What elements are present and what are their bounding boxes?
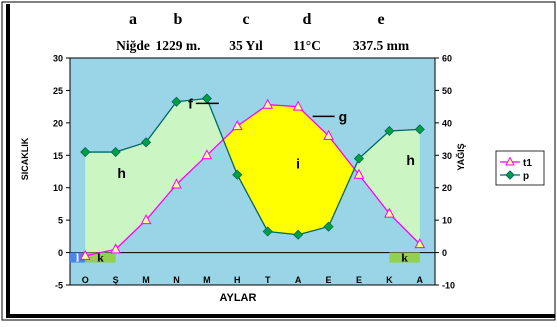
region-label: i — [296, 155, 300, 171]
axes: -5 0 5 10 15 20 25 30 -10 0 10 20 30 40 50 60 O Ş M N M H T A E E… — [53, 54, 455, 291]
x-tick-label: M — [142, 275, 150, 285]
point-p — [80, 146, 91, 158]
y-tick-label-left: 10 — [53, 183, 63, 193]
legend: t1 p — [495, 150, 545, 186]
y-tick-label-left: 15 — [53, 151, 63, 161]
point-p — [353, 153, 365, 164]
point-t1 — [79, 249, 91, 260]
x-tick-label: E — [356, 275, 362, 285]
header: a b c d e Niğde 1229 m. 35 Yıl 11°C 337.5 mm — [116, 11, 410, 53]
y-tick-label-right: 60 — [442, 54, 452, 64]
header-letter: c — [242, 11, 249, 28]
x-tick-label: Ş — [113, 275, 119, 285]
legend-marker-t1 — [505, 156, 515, 166]
legend-label-t1: t1 — [523, 158, 532, 169]
y-tick-label-right: 50 — [442, 86, 452, 96]
y-tick-label-right: 20 — [442, 183, 452, 193]
period-mark-label: k — [97, 251, 104, 265]
header-letter: a — [129, 11, 137, 28]
y-tick-label-left: 20 — [53, 118, 63, 128]
point-t1 — [384, 207, 395, 218]
dry-area — [222, 104, 354, 235]
plot-border — [69, 57, 436, 286]
y-tick-label-right: 0 — [442, 248, 447, 258]
y-tick-label-left: -5 — [55, 281, 63, 291]
point-t1 — [292, 100, 304, 111]
series-line-p — [85, 97, 420, 236]
y-tick-label-right: 30 — [442, 151, 452, 161]
period-mark-label: l — [76, 251, 80, 265]
x-tick-label: M — [203, 275, 211, 285]
point-p — [293, 229, 304, 240]
header-letter: e — [377, 11, 384, 28]
x-tick-label: O — [82, 275, 89, 285]
point-t1 — [262, 98, 274, 109]
y-tick-label-left: 5 — [58, 216, 63, 226]
y-tick-label-left: 0 — [58, 248, 63, 258]
point-p — [323, 221, 334, 232]
callout-label: f — [188, 95, 193, 111]
legend-marker-p — [505, 170, 515, 180]
point-t1 — [110, 243, 121, 254]
point-p — [171, 96, 182, 107]
point-t1 — [140, 214, 152, 225]
region-label: h — [117, 165, 126, 181]
x-tick-label: E — [326, 275, 332, 285]
point-t1 — [231, 120, 243, 131]
region-label: h — [406, 152, 415, 168]
x-tick-label: N — [173, 275, 180, 285]
humid-area-left — [85, 98, 223, 256]
x-tick-label: K — [386, 275, 393, 285]
point-t1 — [323, 129, 334, 140]
point-p — [384, 125, 395, 137]
y-axis-label-right: YAĞIŞ — [455, 143, 466, 170]
y-tick-label-right: -10 — [442, 281, 455, 291]
y-tick-label-left: 30 — [53, 54, 63, 64]
x-axis-label: AYLAR — [220, 292, 257, 304]
header-letter: d — [303, 11, 312, 28]
point-t1 — [414, 238, 426, 249]
callout-label: g — [339, 108, 348, 124]
y-axis-label-left: SICAKLIK — [20, 137, 30, 180]
point-t1 — [201, 149, 213, 160]
point-t1 — [171, 178, 182, 189]
y-tick-label-right: 40 — [442, 118, 452, 128]
region-labels: h i h f g — [117, 95, 415, 181]
series-line-t1 — [85, 104, 421, 257]
point-p — [262, 226, 273, 237]
x-tick-label: H — [234, 275, 241, 285]
x-tick-label: T — [265, 275, 271, 285]
series-lines — [79, 93, 426, 260]
header-value: 1229 m. — [156, 38, 201, 53]
header-value: Niğde — [116, 38, 150, 53]
point-p — [140, 137, 152, 148]
period-mark — [389, 252, 420, 263]
period-mark — [85, 252, 116, 263]
legend-label-p: p — [523, 171, 529, 182]
point-p — [414, 124, 425, 135]
point-t1 — [353, 168, 365, 179]
period-mark-label: k — [401, 251, 408, 265]
header-value: 337.5 mm — [353, 38, 410, 53]
x-tick-label: A — [295, 275, 302, 285]
point-p — [110, 146, 121, 158]
x-tick-label: A — [417, 275, 424, 285]
period-mark — [70, 252, 86, 263]
y-tick-label-left: 25 — [53, 86, 63, 96]
humid-area-right — [353, 129, 420, 245]
header-value: 35 Yıl — [229, 38, 263, 53]
header-value: 11°C — [293, 38, 321, 53]
header-letter: b — [174, 11, 183, 28]
point-p — [232, 169, 243, 180]
legend-box — [495, 150, 545, 186]
y-tick-label-right: 10 — [442, 216, 452, 226]
